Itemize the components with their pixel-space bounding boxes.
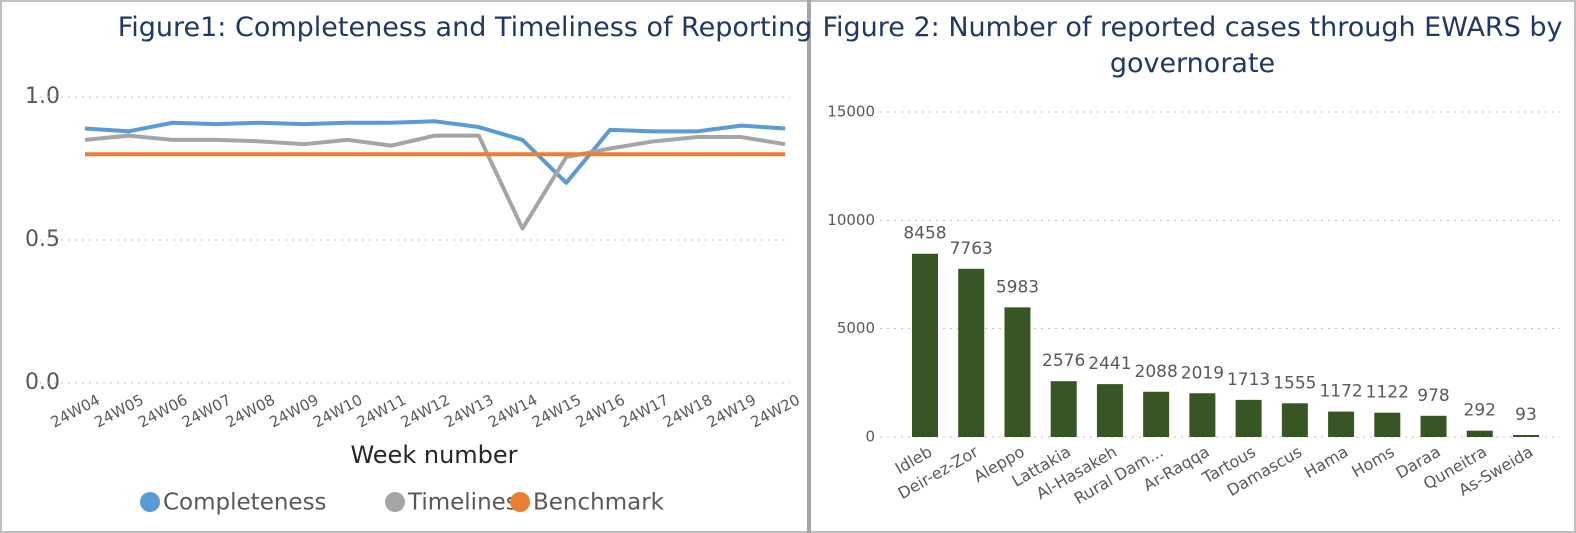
x-tick-label: Hama xyxy=(1301,442,1351,482)
data-label: 5983 xyxy=(996,277,1039,297)
data-label: 1122 xyxy=(1366,383,1409,403)
bar xyxy=(1374,412,1401,437)
data-label: 93 xyxy=(1515,405,1537,425)
bar xyxy=(1281,403,1308,437)
data-label: 978 xyxy=(1417,386,1449,406)
y-tick-label: 5000 xyxy=(837,319,875,337)
x-tick-label: 24W06 xyxy=(135,391,190,432)
x-axis-label: Week number xyxy=(350,441,517,469)
chart-title: Figure 2: Number of reported cases throu… xyxy=(822,12,1563,79)
x-tick-label: 24W09 xyxy=(266,391,321,432)
x-tick-label: 24W07 xyxy=(179,391,234,432)
legend-marker xyxy=(385,492,405,512)
data-label: 1713 xyxy=(1227,370,1270,390)
x-tick-label: 24W13 xyxy=(441,391,496,432)
data-label: 7763 xyxy=(950,239,993,259)
bar xyxy=(958,268,985,437)
line-series xyxy=(84,133,786,231)
bar xyxy=(1096,384,1123,437)
x-tick-label: 24W18 xyxy=(660,391,715,432)
x-tick-label: 24W04 xyxy=(48,391,103,432)
bar xyxy=(1420,415,1447,437)
bar xyxy=(1513,434,1539,437)
legend-marker xyxy=(140,492,160,512)
bar xyxy=(1004,307,1031,437)
legend-label: Timeliness xyxy=(407,490,530,516)
legend-label: Completeness xyxy=(163,490,327,516)
x-tick-label: 24W16 xyxy=(573,391,628,432)
data-label: 2441 xyxy=(1088,354,1131,374)
bar xyxy=(1235,399,1262,437)
x-tick-label: 24W10 xyxy=(310,391,365,432)
bar xyxy=(1143,391,1170,437)
x-tick-label: 24W17 xyxy=(616,391,671,432)
x-tick-label: 24W15 xyxy=(529,391,584,432)
y-tick-label: 15000 xyxy=(827,103,875,121)
data-label: 8458 xyxy=(903,224,946,244)
data-label: 292 xyxy=(1464,401,1496,421)
bar xyxy=(912,253,938,437)
bar xyxy=(1328,411,1355,437)
x-tick-label: 24W19 xyxy=(704,391,759,432)
data-label: 1172 xyxy=(1319,382,1362,402)
x-tick-label: 24W12 xyxy=(398,391,453,432)
x-tick-label: 24W14 xyxy=(485,391,540,432)
data-label: 1555 xyxy=(1273,373,1316,393)
bar xyxy=(1466,430,1493,437)
chart-title: Figure1: Completeness and Timeliness of … xyxy=(117,12,813,43)
data-label: 2019 xyxy=(1181,363,1224,383)
y-tick-label: 0 xyxy=(865,428,875,446)
bar xyxy=(1189,393,1216,437)
legend-marker xyxy=(510,492,530,512)
x-tick-label: 24W08 xyxy=(223,391,278,432)
x-tick-label: Homs xyxy=(1348,442,1397,481)
data-label: 2088 xyxy=(1135,362,1178,382)
data-label: 2576 xyxy=(1042,351,1085,371)
x-tick-label: 24W20 xyxy=(748,391,803,432)
x-tick-label: 24W05 xyxy=(91,391,146,432)
x-tick-label: 24W11 xyxy=(354,391,409,432)
y-tick-label: 10000 xyxy=(827,211,875,229)
bar xyxy=(1050,381,1077,437)
legend-label: Benchmark xyxy=(533,490,665,516)
line-series xyxy=(84,119,786,185)
